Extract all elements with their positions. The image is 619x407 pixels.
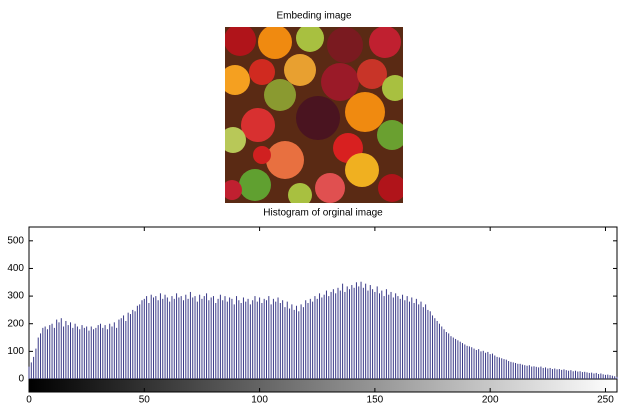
fruit-image [220, 24, 408, 207]
x-tick-label: 250 [597, 395, 614, 406]
x-tick-label: 50 [139, 395, 151, 406]
y-tick-label: 200 [7, 318, 24, 329]
chart-title: Histogram of orginal image [263, 208, 383, 219]
y-tick-label: 400 [7, 263, 24, 274]
figure: Embeding image Histogram of orginal imag… [0, 0, 619, 407]
image-title: Embeding image [276, 11, 351, 22]
axes-box [29, 227, 617, 392]
colorbar [29, 379, 617, 392]
x-tick-label: 150 [367, 395, 384, 406]
y-tick-label: 300 [7, 291, 24, 302]
y-tick-label: 500 [7, 235, 24, 246]
x-tick-label: 200 [482, 395, 499, 406]
x-tick-label: 0 [26, 395, 32, 406]
x-tick-label: 100 [251, 395, 268, 406]
y-tick-label: 100 [7, 346, 24, 357]
y-tick-label: 0 [18, 374, 24, 385]
